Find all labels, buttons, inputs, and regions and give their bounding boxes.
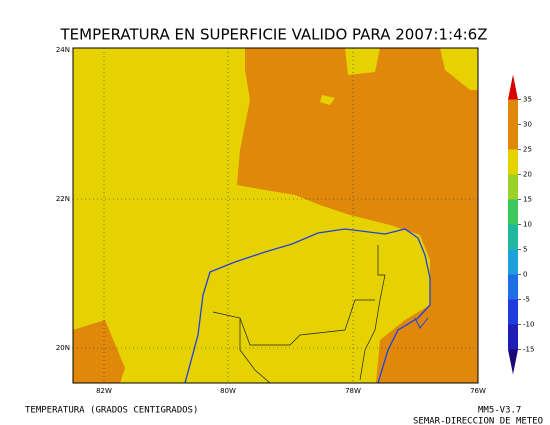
colorbar-segment [508,99,518,125]
colorbar-segment [508,199,518,225]
colorbar-label: 0 [523,271,527,279]
title: TEMPERATURA EN SUPERFICIE VALIDO PARA 20… [59,26,487,44]
colorbar-segment [508,149,518,175]
colorbar-label: 5 [523,246,527,254]
lon-label: 80W [220,387,236,395]
colorbar: 35 30 25 20 15 10 5 0 -5 -10 -15 [508,74,534,375]
lat-label: 24N [56,46,70,54]
field-orange [237,48,478,383]
state-borders [212,245,386,384]
footer-right: SEMAR-DIRECCION DE METEO [413,417,543,425]
axis-labels: 24N 22N 20N 82W 80W 78W 76W [56,46,486,395]
coastline [184,228,431,384]
footer-right: MM5-V3.7 [478,406,521,416]
map-area [72,47,479,384]
colorbar-segment [508,124,518,150]
colorbar-segment [508,249,518,275]
colorbar-label: -10 [523,321,534,329]
colorbar-segment [508,299,518,325]
coastline-island [414,317,429,329]
lon-label: 76W [470,387,486,395]
footer-left: TEMPERATURA (GRADOS CENTIGRADOS) [25,406,198,416]
colorbar-tip [508,349,518,375]
colorbar-label: 10 [523,221,532,229]
lat-label: 20N [56,344,70,352]
colorbar-segment [508,174,518,200]
field-orange-patch [73,320,125,383]
lon-label: 82W [96,387,112,395]
colorbar-label: 25 [523,146,532,154]
colorbar-segment [508,324,518,350]
colorbar-label: 15 [523,196,532,204]
lat-label: 22N [56,195,70,203]
colorbar-label: 20 [523,171,532,179]
field-yellow-patch [320,95,335,105]
colorbar-label: -5 [523,296,530,304]
lon-label: 78W [345,387,361,395]
colorbar-label: 30 [523,121,532,129]
colorbar-segment [508,224,518,250]
colorbar-label: 35 [523,96,532,104]
colorbar-segment [508,274,518,300]
colorbar-label: -15 [523,346,534,354]
colorbar-tip [508,74,518,100]
map-frame [72,47,479,384]
